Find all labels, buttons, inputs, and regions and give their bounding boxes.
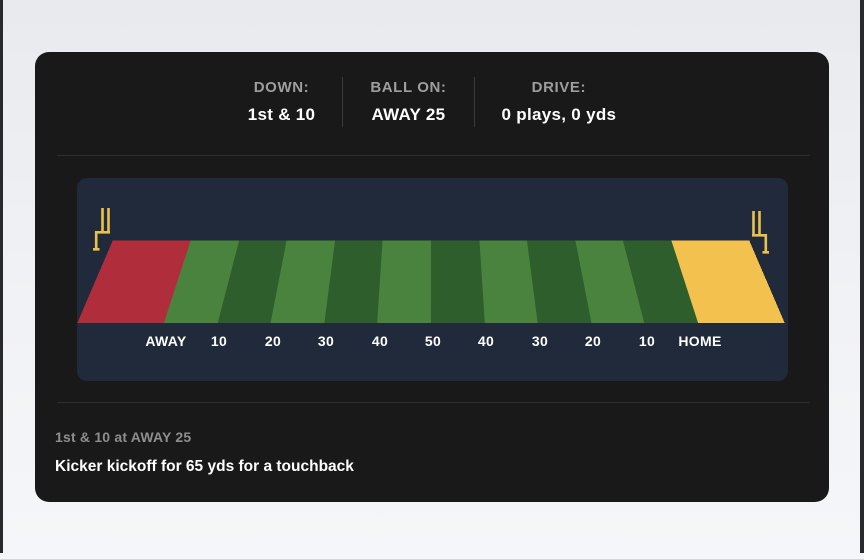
situation-text: 1st & 10 at AWAY 25 [55, 429, 192, 445]
ball-on-stat: BALL ON: AWAY 25 [342, 77, 473, 127]
yard-label: 40 [371, 333, 389, 349]
yard-label: 50 [424, 333, 442, 349]
yard-label: 30 [531, 333, 549, 349]
yard-label: 20 [584, 333, 602, 349]
yard-label: 10 [210, 333, 228, 349]
game-card: DOWN: 1st & 10 BALL ON: AWAY 25 DRIVE: 0… [35, 52, 829, 502]
field-stripe [324, 240, 383, 323]
ball-on-label: BALL ON: [370, 79, 447, 96]
window-left-border [0, 0, 3, 553]
drive-stat: DRIVE: 0 plays, 0 yds [473, 77, 644, 127]
football-field [77, 240, 785, 323]
yard-label: 30 [317, 333, 335, 349]
drive-log: 1st & 10 at AWAY 25 Kicker kickoff for 6… [55, 402, 810, 476]
scoreboard-divider [57, 155, 810, 156]
drive-label: DRIVE: [531, 79, 587, 96]
field-container: AWAY 10 20 30 40 50 40 30 20 10 HOME [77, 178, 788, 381]
last-play-text: Kicker kickoff for 65 yds for a touchbac… [55, 458, 354, 475]
yard-labels: AWAY 10 20 30 40 50 40 30 20 10 HOME [77, 333, 788, 353]
ball-on-value: AWAY 25 [371, 105, 446, 124]
yard-label: 10 [638, 333, 656, 349]
drive-value: 0 plays, 0 yds [501, 105, 617, 124]
scoreboard: DOWN: 1st & 10 BALL ON: AWAY 25 DRIVE: 0… [35, 52, 829, 127]
window-right-border [860, 0, 864, 553]
goalpost-left-icon [93, 208, 110, 251]
yard-label: HOME [678, 333, 722, 349]
yard-label: 20 [264, 333, 282, 349]
yard-label: 40 [477, 333, 495, 349]
down-label: DOWN: [253, 79, 310, 96]
down-stat: DOWN: 1st & 10 [221, 77, 343, 127]
field-stripe [377, 240, 432, 323]
goalpost-right-icon [752, 211, 769, 254]
down-value: 1st & 10 [247, 105, 316, 124]
field-stripe [431, 240, 485, 323]
yard-label: AWAY [145, 333, 187, 349]
